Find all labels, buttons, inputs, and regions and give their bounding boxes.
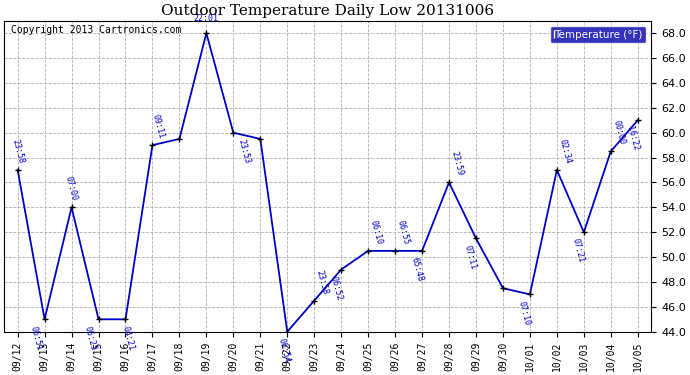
Text: 23:59: 23:59 [449,150,464,177]
Text: 06:54: 06:54 [277,337,292,364]
Text: 22:01: 22:01 [194,14,219,23]
Text: 06:10: 06:10 [368,219,384,246]
Text: 06:52: 06:52 [328,275,344,302]
Text: 07:21: 07:21 [571,238,586,264]
Text: 06:55: 06:55 [395,219,411,246]
Text: 23:58: 23:58 [10,138,26,165]
Legend: Temperature (°F): Temperature (°F) [551,26,646,43]
Text: 00:00: 00:00 [611,120,627,146]
Text: 65:48: 65:48 [409,256,424,283]
Text: 09:11: 09:11 [150,113,166,140]
Text: 16:22: 16:22 [624,126,640,152]
Title: Outdoor Temperature Daily Low 20131006: Outdoor Temperature Daily Low 20131006 [161,4,494,18]
Text: 07:10: 07:10 [517,300,532,326]
Text: 06:51: 06:51 [29,325,44,351]
Text: 07:11: 07:11 [463,244,478,270]
Text: 02:34: 02:34 [558,138,573,165]
Text: 06:25: 06:25 [83,325,98,351]
Text: 23:58: 23:58 [315,269,330,295]
Text: Copyright 2013 Cartronics.com: Copyright 2013 Cartronics.com [10,26,181,35]
Text: 23:53: 23:53 [237,138,252,165]
Text: 07:00: 07:00 [64,176,79,202]
Text: 04:21: 04:21 [121,325,136,351]
